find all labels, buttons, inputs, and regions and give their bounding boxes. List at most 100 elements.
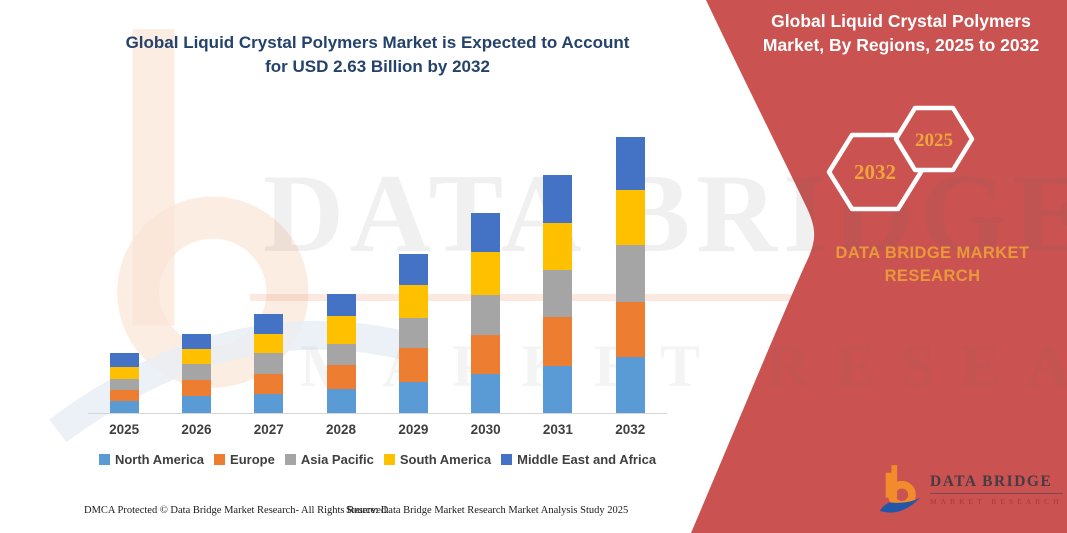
stacked-bar-2030 xyxy=(471,213,501,413)
legend-item-middle-east-and-africa: Middle East and Africa xyxy=(501,452,656,467)
legend-item-north-america: North America xyxy=(98,452,205,467)
bar-segment-2027-europe xyxy=(254,374,284,395)
bar-segment-2030-asia-pacific xyxy=(471,295,501,336)
bar-segment-2032-north-america xyxy=(615,357,645,413)
bar-segment-2031-middle-east-and-africa xyxy=(543,174,573,223)
bar-chart-plot-area xyxy=(88,130,667,413)
bar-segment-2025-europe xyxy=(109,389,139,402)
legend-swatch-icon xyxy=(284,454,296,465)
bar-segment-2025-middle-east-and-africa xyxy=(109,353,139,367)
bar-segment-2028-europe xyxy=(326,364,356,389)
panel-heading-line1: Global Liquid Crystal Polymers xyxy=(771,11,1031,31)
legend-swatch-icon xyxy=(98,454,110,465)
x-axis-label-2027: 2027 xyxy=(253,422,284,437)
legend-item-asia-pacific: Asia Pacific xyxy=(284,452,374,467)
hexagon-2025-label: 2025 xyxy=(915,130,953,151)
panel-brand-line1: DATA BRIDGE MARKET xyxy=(835,244,1030,262)
bar-segment-2032-asia-pacific xyxy=(615,244,645,302)
bar-column-2032 xyxy=(594,136,666,413)
legend-item-europe: Europe xyxy=(214,452,275,467)
bar-segment-2027-north-america xyxy=(254,394,284,413)
panel-brand-text: DATA BRIDGE MARKET RESEARCH xyxy=(790,242,1067,288)
bar-column-2028 xyxy=(305,294,377,413)
chart-title-line1: Global Liquid Crystal Polymers Market is… xyxy=(125,33,630,52)
legend-swatch-icon xyxy=(501,454,513,465)
bar-column-2031 xyxy=(522,174,594,413)
stacked-bar-2029 xyxy=(398,253,428,413)
bar-segment-2030-south-america xyxy=(471,252,501,296)
watermark-orange-streak xyxy=(250,294,1067,301)
x-axis-label-2028: 2028 xyxy=(326,422,357,437)
bar-column-2029 xyxy=(377,253,449,413)
x-axis-label-2026: 2026 xyxy=(181,422,212,437)
legend-label: Europe xyxy=(230,452,275,467)
chart-title-line2: for USD 2.63 Billion by 2032 xyxy=(265,57,490,76)
stacked-bar-2026 xyxy=(181,334,211,413)
bar-column-2027 xyxy=(233,314,305,413)
bar-segment-2025-asia-pacific xyxy=(109,379,139,390)
footer-dmca-text: DMCA Protected © Data Bridge Market Rese… xyxy=(84,505,389,516)
x-axis-label-2031: 2031 xyxy=(542,422,573,437)
panel-brand-line2: RESEARCH xyxy=(884,267,981,285)
bar-segment-2029-middle-east-and-africa xyxy=(398,253,428,286)
bar-segment-2025-south-america xyxy=(109,366,139,380)
x-axis-label-2029: 2029 xyxy=(398,422,429,437)
bar-segment-2025-north-america xyxy=(109,401,139,413)
b-logo-watermark xyxy=(49,29,420,443)
x-axis-label-2025: 2025 xyxy=(109,422,140,437)
bar-segment-2029-south-america xyxy=(398,285,428,318)
legend-label: Asia Pacific xyxy=(300,452,374,467)
bar-column-2030 xyxy=(449,213,521,413)
bar-segment-2030-north-america xyxy=(471,374,501,413)
bar-segment-2031-south-america xyxy=(543,222,573,271)
legend-swatch-icon xyxy=(214,454,226,465)
x-axis-label-2030: 2030 xyxy=(470,422,501,437)
bar-segment-2027-asia-pacific xyxy=(254,353,284,375)
dbmr-logo-icon xyxy=(879,465,921,513)
bar-segment-2028-south-america xyxy=(326,316,356,344)
dbmr-logo-tagline: MARKET RESEARCH xyxy=(930,496,1063,506)
bar-segment-2029-europe xyxy=(398,347,428,382)
bar-chart: 2025 2026 2027 2028 2029 2030 2031 2032 xyxy=(88,130,667,437)
bar-segment-2030-europe xyxy=(471,335,501,375)
bar-segment-2026-asia-pacific xyxy=(181,363,211,381)
legend-label: South America xyxy=(399,452,492,467)
bar-segment-2027-south-america xyxy=(254,334,284,354)
x-axis-line xyxy=(88,413,667,414)
bar-segment-2028-north-america xyxy=(326,388,356,413)
stacked-bar-2028 xyxy=(326,294,356,413)
hexagon-2032-label: 2032 xyxy=(854,160,896,184)
chart-legend: North America Europe Asia Pacific South Ame… xyxy=(88,452,667,467)
bar-segment-2032-middle-east-and-africa xyxy=(615,136,645,191)
footer-source-text: Source: Data Bridge Market Research Mark… xyxy=(346,505,629,516)
bar-segment-2031-asia-pacific xyxy=(543,270,573,318)
stacked-bar-2031 xyxy=(543,174,573,413)
bar-segment-2026-north-america xyxy=(181,396,211,413)
stacked-bar-2025 xyxy=(109,353,139,413)
bar-segment-2032-south-america xyxy=(615,190,645,245)
bar-segment-2030-middle-east-and-africa xyxy=(471,213,501,253)
panel-heading-line2: Market, By Regions, 2025 to 2032 xyxy=(762,35,1040,55)
stacked-bar-2032 xyxy=(615,136,645,413)
bar-segment-2031-north-america xyxy=(543,365,573,413)
bar-segment-2032-europe xyxy=(615,301,645,358)
bar-segment-2028-middle-east-and-africa xyxy=(326,294,356,317)
year-hexagons: 2032 2025 xyxy=(826,105,975,212)
hexagon-2025: 2025 xyxy=(893,105,975,173)
dbmr-logo: DATA BRIDGE MARKET RESEARCH xyxy=(878,462,1063,516)
panel-heading: Global Liquid Crystal Polymers Market, B… xyxy=(745,9,1057,57)
bar-segment-2029-north-america xyxy=(398,381,428,413)
legend-item-south-america: South America xyxy=(383,452,492,467)
x-axis-labels: 2025 2026 2027 2028 2029 2030 2031 2032 xyxy=(88,422,667,437)
legend-label: North America xyxy=(114,452,205,467)
bar-column-2025 xyxy=(88,353,160,413)
chart-title: Global Liquid Crystal Polymers Market is… xyxy=(60,31,695,79)
dbmr-logo-rule xyxy=(930,492,1063,494)
bar-segment-2026-middle-east-and-africa xyxy=(181,334,211,349)
bar-segment-2031-europe xyxy=(543,317,573,366)
bar-column-2026 xyxy=(160,334,232,413)
dbmr-logo-text: DATA BRIDGE MARKET RESEARCH xyxy=(930,473,1063,506)
legend-label: Middle East and Africa xyxy=(517,452,657,467)
